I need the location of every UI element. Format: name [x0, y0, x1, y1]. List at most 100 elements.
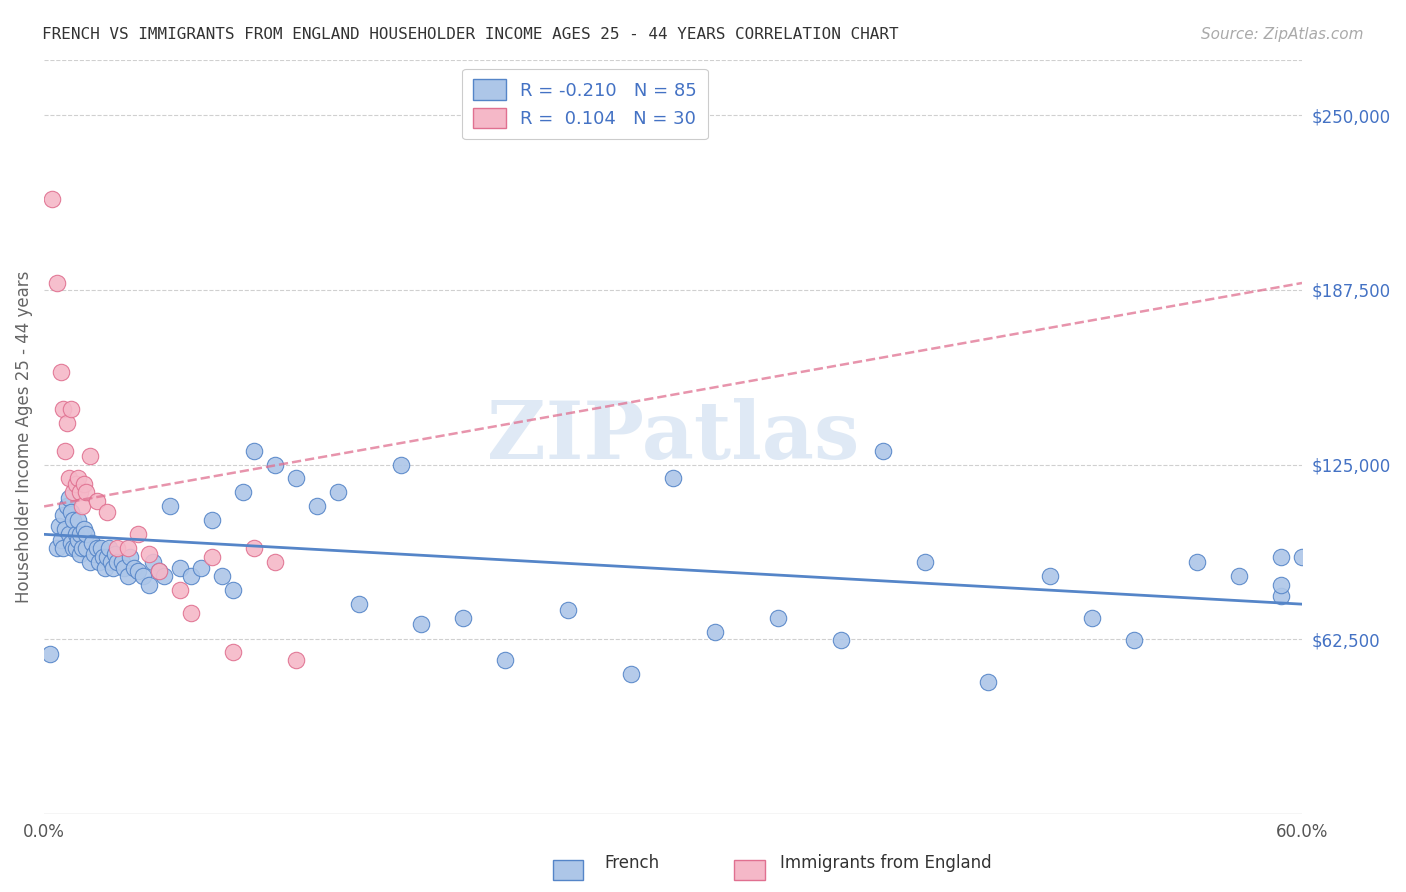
- Point: [620, 667, 643, 681]
- Point: [1123, 633, 1146, 648]
- Point: [1291, 549, 1313, 564]
- Point: [1270, 577, 1292, 591]
- Point: [1039, 569, 1062, 583]
- Point: [1270, 589, 1292, 603]
- Point: [79, 555, 101, 569]
- Point: [100, 555, 122, 569]
- Point: [305, 500, 328, 514]
- Point: [103, 561, 125, 575]
- Point: [138, 547, 160, 561]
- Point: [222, 645, 245, 659]
- Y-axis label: Householder Income Ages 25 - 44 years: Householder Income Ages 25 - 44 years: [15, 270, 32, 603]
- Point: [75, 527, 97, 541]
- Point: [96, 549, 118, 564]
- Point: [1081, 611, 1104, 625]
- Point: [148, 564, 170, 578]
- Point: [557, 603, 579, 617]
- Legend: R = -0.210   N = 85, R =  0.104   N = 30: R = -0.210 N = 85, R = 0.104 N = 30: [463, 69, 707, 139]
- Point: [65, 541, 87, 556]
- Point: [138, 577, 160, 591]
- Text: FRENCH VS IMMIGRANTS FROM ENGLAND HOUSEHOLDER INCOME AGES 25 - 44 YEARS CORRELAT: FRENCH VS IMMIGRANTS FROM ENGLAND HOUSEH…: [42, 27, 898, 42]
- Point: [66, 513, 89, 527]
- Point: [159, 500, 181, 514]
- Text: ZIPatlas: ZIPatlas: [486, 398, 859, 475]
- Point: [45, 276, 67, 290]
- Point: [83, 547, 105, 561]
- Point: [69, 547, 91, 561]
- Point: [830, 633, 852, 648]
- Point: [211, 569, 233, 583]
- Point: [65, 527, 87, 541]
- Point: [180, 606, 202, 620]
- Point: [347, 597, 370, 611]
- Point: [152, 569, 174, 583]
- Point: [872, 443, 894, 458]
- Point: [39, 648, 62, 662]
- Point: [58, 471, 80, 485]
- Point: [69, 485, 91, 500]
- Point: [201, 549, 224, 564]
- Point: [58, 527, 80, 541]
- Point: [1227, 569, 1250, 583]
- Point: [263, 458, 285, 472]
- Point: [48, 519, 70, 533]
- Point: [1185, 555, 1208, 569]
- Point: [45, 541, 67, 556]
- Point: [142, 555, 165, 569]
- Point: [70, 541, 93, 556]
- Point: [453, 611, 475, 625]
- Point: [94, 561, 117, 575]
- Point: [73, 477, 96, 491]
- Point: [53, 443, 76, 458]
- Point: [131, 569, 153, 583]
- Point: [98, 541, 121, 556]
- Point: [107, 555, 129, 569]
- Point: [120, 549, 142, 564]
- Point: [222, 583, 245, 598]
- Point: [242, 541, 264, 556]
- Point: [56, 416, 79, 430]
- Point: [112, 561, 135, 575]
- Text: Source: ZipAtlas.com: Source: ZipAtlas.com: [1201, 27, 1364, 42]
- Point: [49, 365, 72, 379]
- Point: [73, 522, 96, 536]
- Point: [242, 443, 264, 458]
- Point: [914, 555, 936, 569]
- Point: [66, 471, 89, 485]
- Point: [169, 583, 191, 598]
- Point: [284, 653, 307, 667]
- Point: [75, 485, 97, 500]
- Point: [190, 561, 212, 575]
- Point: [411, 616, 433, 631]
- Point: [117, 541, 139, 556]
- Point: [60, 505, 83, 519]
- Point: [263, 555, 285, 569]
- Point: [494, 653, 516, 667]
- Point: [662, 471, 685, 485]
- Point: [62, 485, 84, 500]
- Point: [104, 547, 127, 561]
- Point: [41, 192, 63, 206]
- Text: Immigrants from England: Immigrants from England: [780, 855, 993, 872]
- Text: French: French: [605, 855, 659, 872]
- Point: [65, 477, 87, 491]
- Point: [56, 500, 79, 514]
- Point: [389, 458, 412, 472]
- Point: [52, 508, 75, 522]
- Point: [53, 522, 76, 536]
- Point: [180, 569, 202, 583]
- Point: [90, 541, 112, 556]
- Point: [766, 611, 789, 625]
- Point: [86, 493, 108, 508]
- Point: [87, 555, 110, 569]
- Point: [122, 561, 145, 575]
- Point: [976, 675, 998, 690]
- Point: [117, 569, 139, 583]
- Point: [82, 535, 104, 549]
- Point: [201, 513, 224, 527]
- Point: [1270, 549, 1292, 564]
- Point: [62, 513, 84, 527]
- Point: [66, 533, 89, 547]
- Point: [49, 533, 72, 547]
- Point: [52, 541, 75, 556]
